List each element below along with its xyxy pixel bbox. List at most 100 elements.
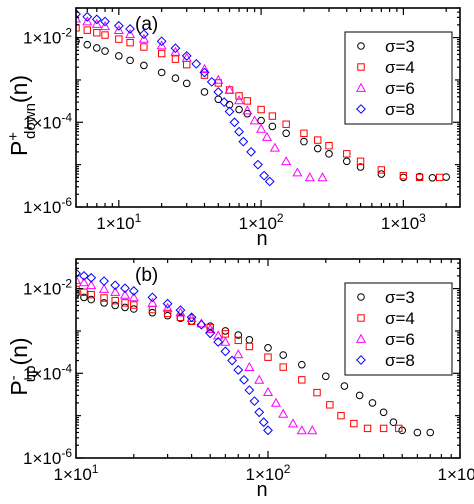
data-point: [340, 382, 349, 390]
data-point: [242, 105, 253, 115]
x-tick-label: 1×101: [54, 462, 99, 484]
data-point: [162, 298, 173, 309]
data-point: [91, 18, 102, 28]
data-point: [111, 296, 119, 305]
legend-marker: [357, 314, 365, 322]
chart-panel-b: 1×101 1×102 1×103 1×10-2 1×10-4 1×10-6 n P-up(n…: [5, 258, 474, 501]
y-tick-label: 1×10-2: [23, 26, 72, 48]
data-point: [205, 323, 216, 334]
x-axis-label: n: [256, 479, 267, 501]
data-point: [233, 365, 244, 375]
data-point: [263, 425, 273, 436]
data-point: [356, 163, 365, 171]
data-point: [249, 396, 260, 407]
y-tick-label: 1×10-6: [23, 195, 72, 217]
legend-marker: [355, 82, 367, 92]
data-point: [76, 13, 82, 23]
legend-marker: [357, 42, 365, 50]
data-point: [82, 11, 93, 22]
data-point: [126, 38, 134, 47]
legend-label: σ=3: [385, 288, 415, 307]
data-point: [325, 150, 333, 158]
data-point: [428, 173, 437, 182]
data-point: [379, 424, 388, 433]
data-point: [368, 399, 377, 407]
series-circle: [76, 37, 451, 182]
data-point: [199, 67, 210, 78]
data-point: [182, 79, 191, 88]
data-point: [213, 337, 224, 347]
data-point: [213, 74, 224, 84]
y-tick-label: 1×10-4: [23, 361, 72, 383]
legend-label: σ=3: [385, 37, 415, 56]
x-tick-label: 1×103: [438, 462, 474, 484]
data-point: [238, 136, 249, 147]
data-point: [156, 40, 167, 50]
data-point: [245, 335, 254, 344]
data-point: [415, 173, 424, 182]
data-point: [76, 37, 80, 46]
data-point: [355, 391, 364, 400]
data-point: [254, 407, 265, 418]
data-point: [268, 122, 277, 131]
data-point: [138, 33, 149, 43]
series-square: [76, 24, 444, 182]
x-axis-label: n: [256, 228, 267, 250]
data-point: [356, 157, 365, 165]
data-point: [377, 166, 386, 174]
legend: σ=3 σ=4 σ=6 σ=8: [344, 31, 453, 125]
data-point: [436, 173, 444, 182]
x-tick-label: 1×102: [239, 211, 284, 233]
data-point: [86, 280, 97, 290]
data-point: [76, 274, 82, 284]
data-point: [110, 280, 121, 291]
data-point: [326, 401, 334, 409]
legend: σ=3 σ=4 σ=6 σ=8: [344, 282, 453, 376]
data-point: [115, 52, 123, 60]
data-point: [254, 374, 265, 384]
data-point: [101, 31, 109, 39]
data-point: [300, 129, 308, 137]
data-point: [321, 372, 330, 381]
data-point: [205, 328, 216, 339]
data-point: [442, 173, 451, 181]
data-point: [130, 301, 138, 309]
legend-label: σ=6: [385, 330, 415, 349]
data-point: [186, 312, 197, 323]
data-point: [175, 305, 186, 316]
data-point: [234, 126, 244, 137]
data-point: [113, 24, 124, 35]
data-point: [92, 44, 101, 52]
legend-label: σ=6: [385, 79, 415, 98]
plot-frame: [75, 7, 461, 208]
data-point: [264, 344, 272, 352]
chart-panel-a: 1×101 1×102 1×103 1×10-2 1×10-4 1×10-6 n P+down…: [5, 7, 461, 250]
y-tick-label: 1×10-4: [23, 110, 72, 132]
data-point: [313, 388, 321, 397]
data-point: [300, 137, 308, 146]
data-point: [264, 353, 272, 361]
data-point: [282, 129, 290, 138]
data-point: [80, 288, 88, 296]
data-point: [200, 71, 209, 79]
data-point: [140, 61, 148, 70]
data-point: [220, 336, 231, 346]
legend-marker: [357, 293, 365, 301]
data-point: [100, 294, 108, 302]
data-point: [281, 156, 292, 166]
data-point: [256, 123, 267, 133]
data-point: [83, 26, 91, 34]
legend-marker: [356, 355, 366, 365]
legend-box: [344, 282, 453, 376]
data-point: [268, 112, 277, 120]
data-point: [233, 349, 244, 359]
series-triangle: [76, 13, 328, 182]
data-point: [100, 16, 110, 27]
data-point: [249, 115, 260, 125]
legend-label: σ=4: [385, 58, 415, 77]
legend-box: [344, 31, 453, 125]
data-point: [229, 117, 240, 128]
data-point: [262, 386, 274, 396]
data-point: [296, 425, 307, 435]
data-point: [181, 50, 192, 61]
